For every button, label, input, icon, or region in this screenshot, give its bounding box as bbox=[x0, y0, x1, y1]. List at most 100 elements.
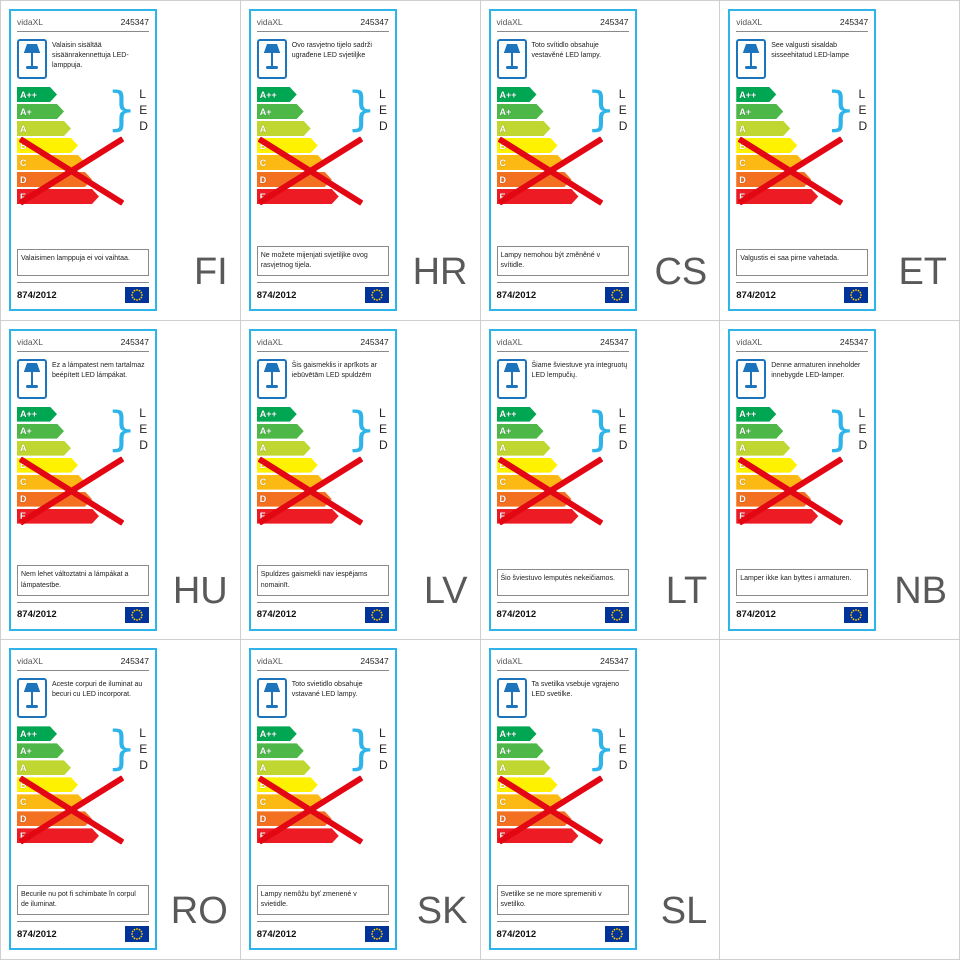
led-letter: L bbox=[858, 406, 866, 421]
energy-label-card: vidaXL 245347 Denne armaturen inneholder… bbox=[728, 328, 877, 631]
energy-class-arrow-A: A bbox=[497, 441, 551, 456]
language-code: HR bbox=[412, 250, 468, 293]
language-code: LT bbox=[665, 570, 708, 613]
energy-class-arrow-App: A++ bbox=[257, 87, 297, 102]
energy-class-letter: A+ bbox=[499, 426, 512, 437]
label-header: vidaXL 245347 bbox=[17, 656, 149, 672]
energy-class-arrow-App: A++ bbox=[17, 726, 57, 741]
model-number: 245347 bbox=[600, 17, 629, 27]
energy-class-arrow-App: A++ bbox=[17, 87, 57, 102]
label-cell: vidaXL 245347 Šiame šviestuve yra integr… bbox=[480, 320, 720, 640]
led-letter: E bbox=[618, 422, 627, 437]
led-brace-icon: } bbox=[586, 401, 616, 456]
led-letter: L bbox=[139, 406, 146, 421]
led-brace-icon: } bbox=[107, 82, 137, 136]
led-letter: D bbox=[379, 438, 388, 453]
energy-label-card: vidaXL 245347 Toto svítidlo obsahuje ves… bbox=[488, 9, 637, 311]
lamp-icon bbox=[741, 362, 761, 395]
brand-name: vidaXL bbox=[496, 656, 523, 667]
regulation-number: 874/2012 bbox=[496, 289, 537, 301]
energy-class-arrow-A: A bbox=[257, 121, 311, 136]
regulation-number: 874/2012 bbox=[496, 609, 537, 621]
energy-label-card: vidaXL 245347 Ovo rasvjetno tijelo sadrž… bbox=[248, 9, 397, 311]
energy-label-card: vidaXL 245347 Toto svietidlo obsahuje vs… bbox=[248, 648, 397, 951]
eu-flag-icon bbox=[125, 606, 149, 623]
energy-label-card: vidaXL 245347 Ta svetilka vsebuje vgraje… bbox=[488, 648, 637, 951]
lamp-icon bbox=[22, 43, 42, 76]
model-number: 245347 bbox=[600, 656, 629, 667]
lamp-icon bbox=[741, 43, 761, 76]
led-built-in-text: Valaisin sisältää sisäänrakennettuja LED… bbox=[52, 42, 129, 70]
regulation-number: 874/2012 bbox=[736, 609, 776, 621]
led-built-in-text: Ovo rasvjetno tijelo sadrži ugrađene LED… bbox=[291, 42, 372, 60]
energy-class-letter: A+ bbox=[20, 106, 32, 117]
led-letter: L bbox=[618, 725, 626, 740]
regulation-number: 874/2012 bbox=[256, 289, 297, 301]
label-footer: 874/2012 bbox=[256, 921, 389, 943]
brand-name: vidaXL bbox=[256, 656, 283, 667]
led-letter: L bbox=[379, 86, 386, 101]
energy-class-arrow-Ap: A+ bbox=[17, 104, 64, 119]
energy-class-letter: A++ bbox=[499, 409, 517, 420]
label-header: vidaXL 245347 bbox=[17, 337, 149, 352]
energy-class-arrow-Ap: A+ bbox=[257, 424, 304, 439]
label-cell: vidaXL 245347 Ovo rasvjetno tijelo sadrž… bbox=[240, 1, 480, 320]
energy-class-arrow-A: A bbox=[736, 121, 790, 136]
led-letter: E bbox=[858, 102, 867, 117]
energy-label-card: vidaXL 245347 Aceste corpuri de iluminat… bbox=[9, 648, 157, 951]
regulation-number: 874/2012 bbox=[256, 928, 297, 940]
led-letter: D bbox=[139, 118, 148, 133]
led-brace-icon: } bbox=[346, 721, 377, 776]
energy-class-letter: A+ bbox=[739, 426, 752, 437]
energy-scale: } L E D A++ A+ A B C D E bbox=[17, 723, 149, 852]
energy-class-letter: A++ bbox=[739, 89, 757, 100]
lamp-info-section: Valaisin sisältää sisäänrakennettuja LED… bbox=[17, 39, 149, 79]
regulation-number: 874/2012 bbox=[256, 609, 297, 621]
energy-class-arrow-A: A bbox=[497, 760, 551, 775]
led-built-in-text: Toto svietidlo obsahuje vstavané LED lam… bbox=[291, 681, 363, 699]
energy-class-letter: A bbox=[20, 762, 27, 773]
energy-scale: } L E D A++ A+ A B C D E bbox=[257, 84, 389, 213]
non-replaceable-statement: Lampy nemohou být změněné v svítidle. bbox=[496, 245, 629, 276]
energy-class-arrow-App: A++ bbox=[736, 87, 776, 102]
non-replaceable-statement: Spuldzes gaismekli nav iespējams nomainī… bbox=[256, 565, 389, 596]
lamp-icon-box bbox=[496, 358, 527, 399]
eu-flag-icon bbox=[125, 926, 149, 943]
energy-class-arrow-A: A bbox=[736, 441, 790, 456]
label-cell: vidaXL 245347 Toto svietidlo obsahuje vs… bbox=[240, 640, 480, 959]
label-header: vidaXL 245347 bbox=[736, 17, 869, 32]
led-built-in-text: Ta svetilka vsebuje vgrajeno LED svetilk… bbox=[531, 681, 620, 699]
red-cross-icon bbox=[499, 775, 603, 845]
regulation-number: 874/2012 bbox=[17, 609, 57, 621]
non-replaceable-statement: Nem lehet változtatni a lámpákat a lámpa… bbox=[17, 565, 149, 596]
label-header: vidaXL 245347 bbox=[496, 337, 629, 352]
eu-flag-icon bbox=[364, 606, 389, 623]
language-code: RO bbox=[170, 889, 228, 932]
led-range-marker: } L E D bbox=[347, 403, 388, 455]
label-footer: 874/2012 bbox=[736, 601, 869, 623]
model-number: 245347 bbox=[120, 656, 149, 667]
eu-flag-icon bbox=[604, 606, 629, 623]
model-number: 245347 bbox=[360, 656, 389, 667]
led-letter: L bbox=[618, 86, 626, 101]
model-number: 245347 bbox=[839, 336, 869, 347]
red-cross-icon bbox=[499, 136, 603, 206]
language-code: FI bbox=[193, 250, 228, 293]
label-header: vidaXL 245347 bbox=[256, 17, 389, 32]
energy-class-arrow-A: A bbox=[17, 441, 71, 456]
regulation-number: 874/2012 bbox=[17, 289, 57, 301]
led-letter: E bbox=[618, 741, 627, 756]
lamp-info-section: Denne armaturen inneholder innebygde LED… bbox=[736, 358, 868, 399]
lamp-icon-box bbox=[256, 39, 287, 79]
language-code: SK bbox=[416, 889, 468, 932]
led-letter: E bbox=[618, 102, 627, 117]
energy-class-letter: A+ bbox=[259, 745, 272, 756]
energy-class-letter: A bbox=[499, 762, 506, 773]
lamp-icon bbox=[262, 682, 282, 715]
energy-class-arrow-Ap: A+ bbox=[736, 104, 783, 119]
led-brace-icon: } bbox=[107, 401, 137, 456]
energy-class-letter: A+ bbox=[499, 745, 512, 756]
lamp-icon bbox=[22, 682, 42, 715]
led-brace-icon: } bbox=[586, 721, 616, 776]
lamp-icon bbox=[262, 43, 282, 76]
